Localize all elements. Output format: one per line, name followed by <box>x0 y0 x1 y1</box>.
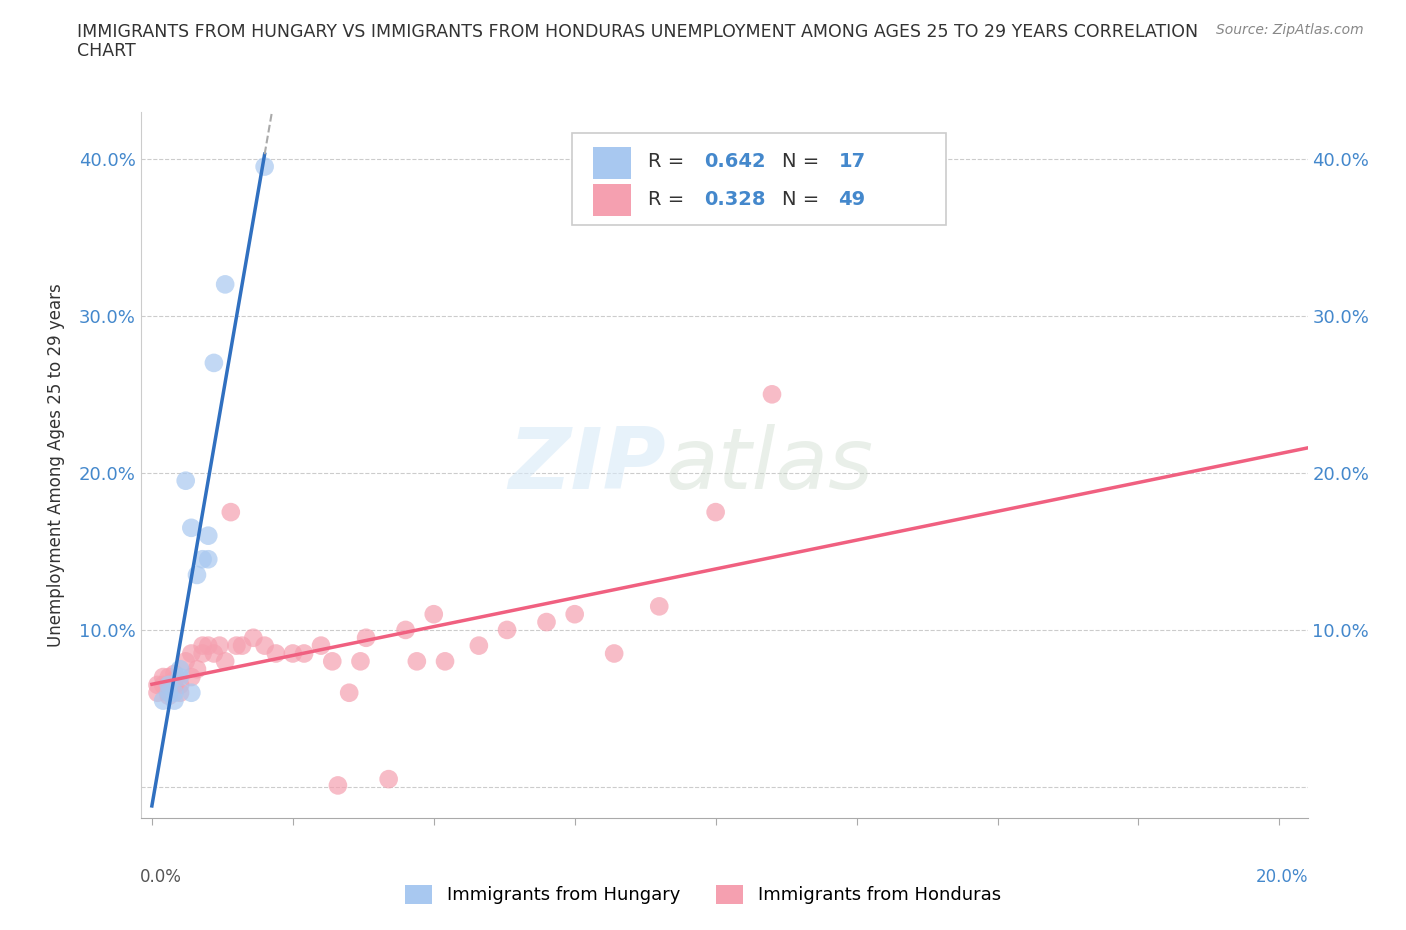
Point <box>214 277 236 292</box>
Point <box>309 638 332 653</box>
Point <box>163 667 186 682</box>
Text: CHART: CHART <box>77 42 136 60</box>
Point <box>242 631 264 645</box>
Text: 0.0%: 0.0% <box>139 868 181 886</box>
Point <box>191 551 214 566</box>
Point <box>180 685 202 700</box>
Point <box>377 772 399 787</box>
Point <box>174 654 197 669</box>
Text: R =: R = <box>648 153 690 171</box>
Point <box>169 677 191 692</box>
Point <box>434 654 457 669</box>
Point <box>603 646 626 661</box>
Point <box>191 638 214 653</box>
Point <box>197 528 219 543</box>
Point <box>405 654 427 669</box>
FancyBboxPatch shape <box>572 133 946 225</box>
Point <box>163 693 186 708</box>
Point <box>337 685 360 700</box>
Point <box>180 646 202 661</box>
Point <box>468 638 491 653</box>
Point <box>152 693 174 708</box>
Text: N =: N = <box>783 153 825 171</box>
Point <box>253 159 276 174</box>
Point <box>704 505 727 520</box>
Point <box>157 677 180 692</box>
Point <box>186 567 208 582</box>
Point <box>208 638 231 653</box>
Point <box>253 638 276 653</box>
Text: 0.642: 0.642 <box>704 153 766 171</box>
FancyBboxPatch shape <box>593 147 631 179</box>
Point <box>281 646 304 661</box>
Point <box>169 670 191 684</box>
Point <box>231 638 253 653</box>
Point <box>349 654 371 669</box>
Text: 20.0%: 20.0% <box>1256 868 1309 886</box>
Point <box>423 606 446 621</box>
Point <box>292 646 315 661</box>
Point <box>321 654 343 669</box>
Point <box>180 670 202 684</box>
Text: IMMIGRANTS FROM HUNGARY VS IMMIGRANTS FROM HONDURAS UNEMPLOYMENT AMONG AGES 25 T: IMMIGRANTS FROM HUNGARY VS IMMIGRANTS FR… <box>77 23 1198 41</box>
Point <box>219 505 242 520</box>
Text: ZIP: ZIP <box>508 423 666 507</box>
Point <box>564 606 586 621</box>
Point <box>146 685 169 700</box>
Point <box>536 615 558 630</box>
Legend: Immigrants from Hungary, Immigrants from Honduras: Immigrants from Hungary, Immigrants from… <box>398 878 1008 911</box>
Point <box>264 646 287 661</box>
Text: atlas: atlas <box>666 423 873 507</box>
FancyBboxPatch shape <box>593 184 631 216</box>
Point <box>202 355 225 370</box>
Text: N =: N = <box>783 191 825 209</box>
Y-axis label: Unemployment Among Ages 25 to 29 years: Unemployment Among Ages 25 to 29 years <box>46 283 65 647</box>
Point <box>157 688 180 703</box>
Point <box>354 631 377 645</box>
Point <box>152 677 174 692</box>
Text: 49: 49 <box>838 191 866 209</box>
Point <box>496 622 519 637</box>
Point <box>394 622 416 637</box>
Point <box>225 638 247 653</box>
Point <box>163 672 186 687</box>
Point <box>152 670 174 684</box>
Text: R =: R = <box>648 191 690 209</box>
Text: Source: ZipAtlas.com: Source: ZipAtlas.com <box>1216 23 1364 37</box>
Point <box>191 646 214 661</box>
Point <box>197 638 219 653</box>
Text: 17: 17 <box>838 153 866 171</box>
Point <box>169 685 191 700</box>
Point <box>174 473 197 488</box>
Point <box>186 662 208 677</box>
Point <box>197 551 219 566</box>
Point <box>163 677 186 692</box>
Point <box>157 685 180 700</box>
Point <box>169 662 191 677</box>
Point <box>761 387 783 402</box>
Point <box>202 646 225 661</box>
Point <box>146 677 169 692</box>
Point <box>214 654 236 669</box>
Point <box>163 685 186 700</box>
Point <box>648 599 671 614</box>
Point <box>157 670 180 684</box>
Point <box>157 685 180 700</box>
Point <box>180 521 202 536</box>
Text: 0.328: 0.328 <box>704 191 766 209</box>
Point <box>326 778 349 793</box>
